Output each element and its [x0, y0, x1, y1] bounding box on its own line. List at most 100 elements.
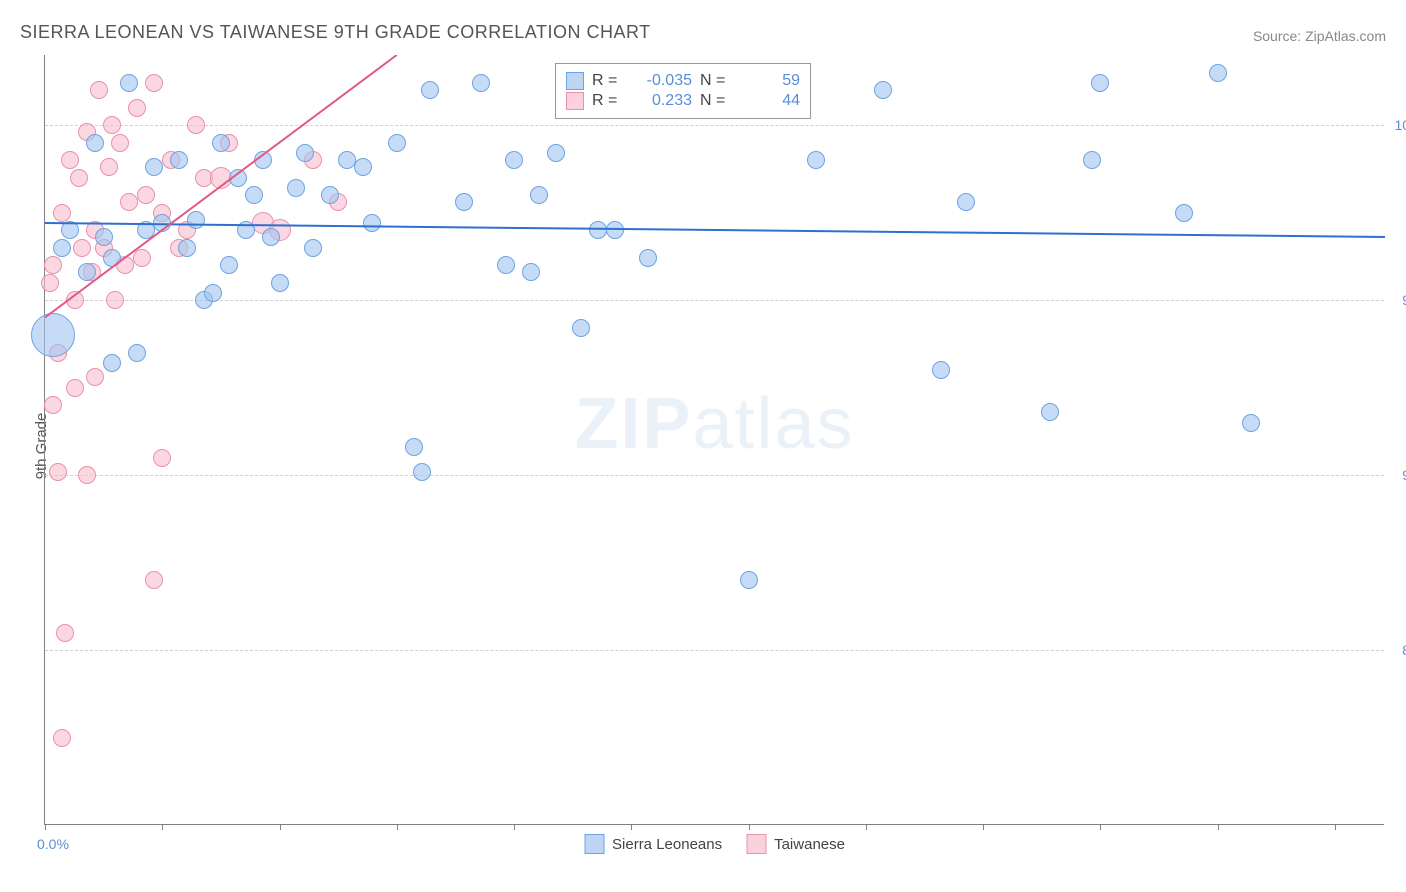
stats-legend: R = -0.035 N = 59 R = 0.233 N = 44 — [555, 63, 811, 119]
scatter-point-blue — [740, 571, 758, 589]
x-tick — [45, 824, 46, 830]
scatter-point-blue — [472, 74, 490, 92]
scatter-point-blue — [321, 186, 339, 204]
x-tick — [866, 824, 867, 830]
scatter-point-blue — [354, 158, 372, 176]
scatter-point-pink — [128, 99, 146, 117]
scatter-point-blue — [522, 263, 540, 281]
scatter-point-blue — [1175, 204, 1193, 222]
scatter-point-blue — [1209, 64, 1227, 82]
scatter-point-blue — [237, 221, 255, 239]
scatter-point-blue — [547, 144, 565, 162]
scatter-point-blue — [103, 249, 121, 267]
scatter-point-blue — [254, 151, 272, 169]
scatter-point-blue — [1242, 414, 1260, 432]
stats-row-blue: R = -0.035 N = 59 — [566, 72, 800, 90]
scatter-point-pink — [103, 116, 121, 134]
stats-row-pink: R = 0.233 N = 44 — [566, 92, 800, 110]
scatter-point-pink — [90, 81, 108, 99]
scatter-point-blue — [153, 214, 171, 232]
scatter-point-pink — [61, 151, 79, 169]
trend-lines — [45, 55, 1385, 825]
x-tick — [1218, 824, 1219, 830]
scatter-point-blue — [1091, 74, 1109, 92]
scatter-point-blue — [1083, 151, 1101, 169]
scatter-point-blue — [455, 193, 473, 211]
scatter-point-blue — [296, 144, 314, 162]
scatter-point-blue — [187, 211, 205, 229]
scatter-point-blue — [405, 438, 423, 456]
scatter-point-blue — [639, 249, 657, 267]
scatter-point-blue — [957, 193, 975, 211]
swatch-pink-icon — [746, 834, 766, 854]
x-tick — [280, 824, 281, 830]
scatter-point-blue — [807, 151, 825, 169]
scatter-point-pink — [73, 239, 91, 257]
scatter-point-pink — [106, 291, 124, 309]
scatter-point-blue — [31, 313, 75, 357]
gridline-h — [45, 125, 1384, 126]
scatter-point-blue — [137, 221, 155, 239]
gridline-h — [45, 300, 1384, 301]
scatter-point-pink — [53, 729, 71, 747]
scatter-point-blue — [262, 228, 280, 246]
y-tick-label: 100.0% — [1395, 117, 1406, 133]
x-tick — [397, 824, 398, 830]
series-legend: Sierra Leoneans Taiwanese — [584, 834, 845, 854]
scatter-point-blue — [271, 274, 289, 292]
scatter-point-pink — [153, 449, 171, 467]
scatter-point-pink — [44, 396, 62, 414]
scatter-point-pink — [145, 571, 163, 589]
scatter-point-blue — [304, 239, 322, 257]
scatter-point-blue — [505, 151, 523, 169]
scatter-point-blue — [170, 151, 188, 169]
scatter-point-blue — [589, 221, 607, 239]
scatter-point-blue — [120, 74, 138, 92]
y-tick-label: 95.0% — [1402, 292, 1406, 308]
scatter-point-blue — [145, 158, 163, 176]
legend-item-blue: Sierra Leoneans — [584, 834, 722, 854]
scatter-point-blue — [204, 284, 222, 302]
watermark-bold: ZIP — [574, 384, 692, 464]
scatter-point-blue — [874, 81, 892, 99]
scatter-point-pink — [137, 186, 155, 204]
scatter-point-pink — [78, 466, 96, 484]
swatch-blue-icon — [566, 72, 584, 90]
chart-title: SIERRA LEONEAN VS TAIWANESE 9TH GRADE CO… — [20, 22, 651, 43]
scatter-point-blue — [229, 169, 247, 187]
x-axis-min-label: 0.0% — [37, 836, 69, 852]
scatter-point-pink — [66, 379, 84, 397]
scatter-point-blue — [95, 228, 113, 246]
scatter-point-pink — [100, 158, 118, 176]
x-tick — [162, 824, 163, 830]
scatter-point-pink — [44, 256, 62, 274]
scatter-point-blue — [220, 256, 238, 274]
plot-area: ZIPatlas R = -0.035 N = 59 R = 0.233 N =… — [44, 55, 1384, 825]
x-tick — [514, 824, 515, 830]
scatter-point-pink — [41, 274, 59, 292]
swatch-pink-icon — [566, 92, 584, 110]
scatter-point-blue — [421, 81, 439, 99]
gridline-h — [45, 650, 1384, 651]
scatter-point-blue — [606, 221, 624, 239]
r-label: R = — [592, 72, 624, 90]
scatter-point-blue — [363, 214, 381, 232]
source-attribution: Source: ZipAtlas.com — [1253, 28, 1386, 44]
scatter-point-pink — [70, 169, 88, 187]
scatter-point-blue — [413, 463, 431, 481]
scatter-point-blue — [287, 179, 305, 197]
scatter-point-pink — [145, 74, 163, 92]
scatter-point-blue — [530, 186, 548, 204]
scatter-point-blue — [86, 134, 104, 152]
scatter-point-pink — [187, 116, 205, 134]
scatter-point-blue — [178, 239, 196, 257]
swatch-blue-icon — [584, 834, 604, 854]
scatter-point-blue — [1041, 403, 1059, 421]
scatter-point-pink — [56, 624, 74, 642]
scatter-point-blue — [388, 134, 406, 152]
y-tick-label: 90.0% — [1402, 467, 1406, 483]
scatter-point-blue — [245, 186, 263, 204]
scatter-point-blue — [572, 319, 590, 337]
gridline-h — [45, 475, 1384, 476]
x-tick — [631, 824, 632, 830]
